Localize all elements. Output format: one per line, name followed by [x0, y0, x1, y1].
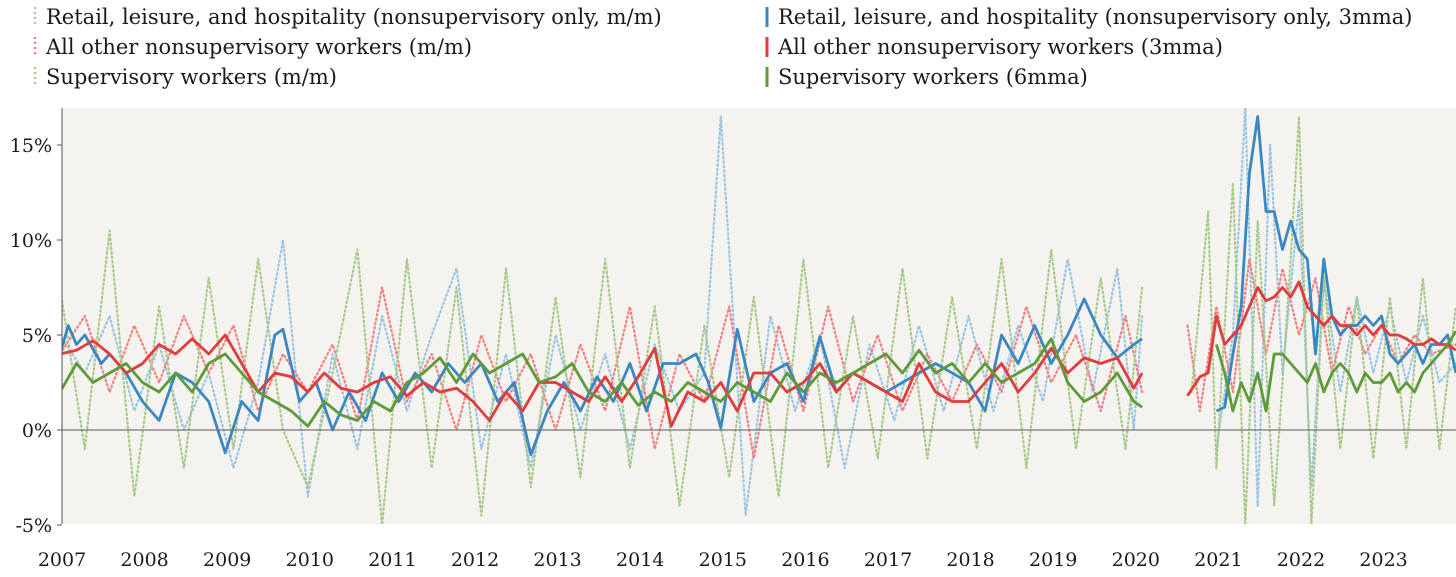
legend-swatch-supervisory-6mma: [765, 67, 769, 87]
x-tick-label: 2008: [120, 549, 168, 571]
x-tick-label: 2017: [864, 549, 912, 571]
x-tick-label: 2018: [946, 549, 994, 571]
legend-swatch-supervisory-mm: [33, 67, 37, 87]
y-tick-label: 10%: [10, 230, 52, 252]
legend-label: All other nonsupervisory workers (3mma): [778, 35, 1223, 59]
legend-label: Supervisory workers (m/m): [46, 65, 337, 89]
legend-swatch-retail-3mma: [765, 7, 769, 27]
legend-swatch-other-3mma: [765, 37, 769, 57]
y-tick-label: 0%: [22, 420, 52, 442]
y-tick-label: 15%: [10, 135, 52, 157]
series-line-all-other-nonsupervisory-workers-3mma: [62, 333, 1144, 428]
series-group: [62, 108, 1456, 524]
x-tick-label: 2010: [286, 549, 334, 571]
x-tick-label: 2007: [38, 549, 86, 571]
legend-item-other-mm: All other nonsupervisory workers (m/m): [28, 32, 472, 62]
legend-label: Retail, leisure, and hospitality (nonsup…: [778, 5, 1413, 29]
series-line-supervisory-workers-6mma: [62, 337, 1143, 428]
series-line-supervisory-workers-6mma-post-2020: [1215, 330, 1456, 413]
legend-label: Retail, leisure, and hospitality (nonsup…: [46, 5, 662, 29]
series-line-all-other-nonsupervisory-workers-m-m: [62, 286, 1144, 460]
x-tick-label: 2014: [616, 549, 664, 571]
series-line-all-other-nonsupervisory-workers-m-m-post-2020: [1186, 257, 1456, 413]
legend-swatch-retail-mm: [33, 7, 37, 27]
legend-label: Supervisory workers (6mma): [778, 65, 1088, 89]
legend-item-other-3mma: All other nonsupervisory workers (3mma): [760, 32, 1223, 62]
legend-item-supervisory-mm: Supervisory workers (m/m): [28, 62, 337, 92]
x-tick-label: 2022: [1277, 549, 1325, 571]
x-tick-label: 2021: [1194, 549, 1242, 571]
x-tick-label: 2013: [533, 549, 581, 571]
series-line-retail-leisure-and-hospitality-nonsupervisory-only-m-m: [62, 115, 1144, 517]
legend-swatch-other-mm: [33, 37, 37, 57]
legend-item-retail-mm: Retail, leisure, and hospitality (nonsup…: [28, 2, 662, 32]
y-tick-label: 5%: [22, 325, 52, 347]
series-line-supervisory-workers-m-m: [62, 229, 1144, 524]
x-tick-label: 2020: [1112, 549, 1160, 571]
x-tick-label: 2023: [1359, 549, 1407, 571]
legend-label: All other nonsupervisory workers (m/m): [46, 35, 473, 59]
x-tick-label: 2012: [451, 549, 499, 571]
legend: Retail, leisure, and hospitality (nonsup…: [0, 0, 1456, 100]
legend-item-supervisory-6mma: Supervisory workers (6mma): [760, 62, 1088, 92]
x-tick-label: 2011: [368, 549, 416, 571]
series-line-retail-leisure-and-hospitality-nonsupervisory-only-3mma: [62, 297, 1143, 457]
y-axis-ticks: -5% 0% 5% 10% 15%: [10, 135, 62, 537]
x-tick-label: 2016: [781, 549, 829, 571]
y-tick-label: -5%: [15, 515, 52, 537]
x-tick-label: 2019: [1029, 549, 1077, 571]
x-axis-ticks: 2007 2008 2009 2010 2011 2012 2013 2014 2015 2016…: [38, 549, 1408, 571]
series-line-all-other-nonsupervisory-workers-3mma-post-2020: [1186, 280, 1456, 397]
legend-item-retail-3mma: Retail, leisure, and hospitality (nonsup…: [760, 2, 1412, 32]
x-tick-label: 2009: [203, 549, 251, 571]
series-line-retail-leisure-and-hospitality-nonsupervisory-only-3mma-post-2020: [1215, 115, 1456, 413]
x-tick-label: 2015: [699, 549, 747, 571]
